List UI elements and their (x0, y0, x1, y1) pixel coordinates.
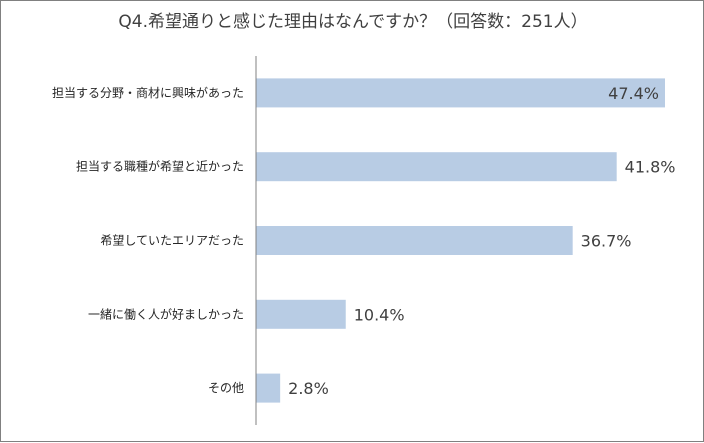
value-label-2: 41.8% (625, 158, 676, 177)
bars-layer: 担当する分野・商材に興味があった 47.4% 担当する職種が希望と近かった 41.8%… (52, 78, 676, 403)
bar-3 (256, 226, 573, 255)
category-label-1: 担当する分野・商材に興味があった (52, 85, 244, 100)
category-label-3: 希望していたエリアだった (100, 233, 244, 248)
category-label-4: 一緒に働く人が好ましかった (88, 306, 244, 321)
bar-1 (256, 78, 665, 108)
chart-title: Q4.希望通りと感じた理由はなんですか？（回答数：251人） (118, 12, 587, 32)
value-label-1: 47.4% (608, 84, 659, 103)
bar-4 (256, 299, 346, 329)
value-label-4: 10.4% (354, 305, 405, 324)
category-label-5: その他 (208, 381, 244, 395)
category-label-2: 担当する職種が希望と近かった (76, 159, 244, 174)
value-label-5: 2.8% (288, 379, 329, 398)
value-label-3: 36.7% (581, 232, 632, 251)
bar-2 (256, 152, 617, 182)
bar-5 (256, 373, 281, 403)
